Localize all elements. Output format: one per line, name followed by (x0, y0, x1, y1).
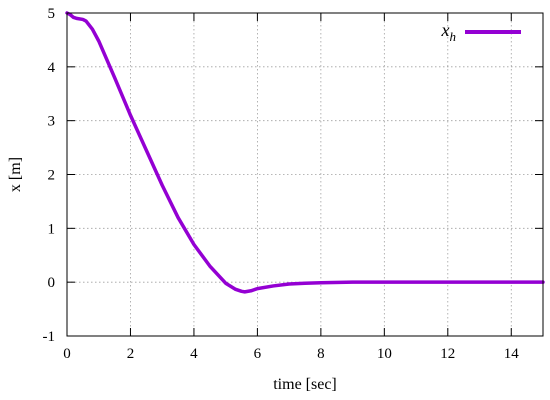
x-tick-label: 2 (127, 346, 135, 362)
x-tick-label: 12 (440, 346, 455, 362)
x-tick-label: 6 (254, 346, 262, 362)
x-tick-label: 14 (504, 346, 520, 362)
legend-series-subscript: h (450, 29, 457, 44)
series-line (65, 11, 545, 294)
x-tick-label: 4 (190, 346, 198, 362)
x-tick-label: 8 (317, 346, 325, 362)
y-axis-label: x [m] (7, 157, 24, 192)
y-tick-label: 5 (48, 6, 56, 22)
y-tick-label: 1 (48, 221, 56, 237)
y-tick-label: 0 (48, 275, 56, 291)
y-tick-label: 4 (48, 60, 56, 76)
x-tick-label: 10 (377, 346, 392, 362)
x-axis-label: time [sec] (273, 376, 337, 393)
legend-label: xh (441, 20, 457, 44)
y-tick-label: 2 (48, 168, 56, 184)
x-tick-label: 0 (63, 346, 71, 362)
legend: xh (441, 20, 521, 44)
y-tick-label: -1 (43, 329, 56, 345)
legend-series-name: x (441, 20, 450, 40)
y-tick-label: 3 (48, 114, 56, 130)
series-layer (65, 11, 545, 294)
plot-frame (66, 12, 544, 337)
grid (67, 13, 543, 336)
